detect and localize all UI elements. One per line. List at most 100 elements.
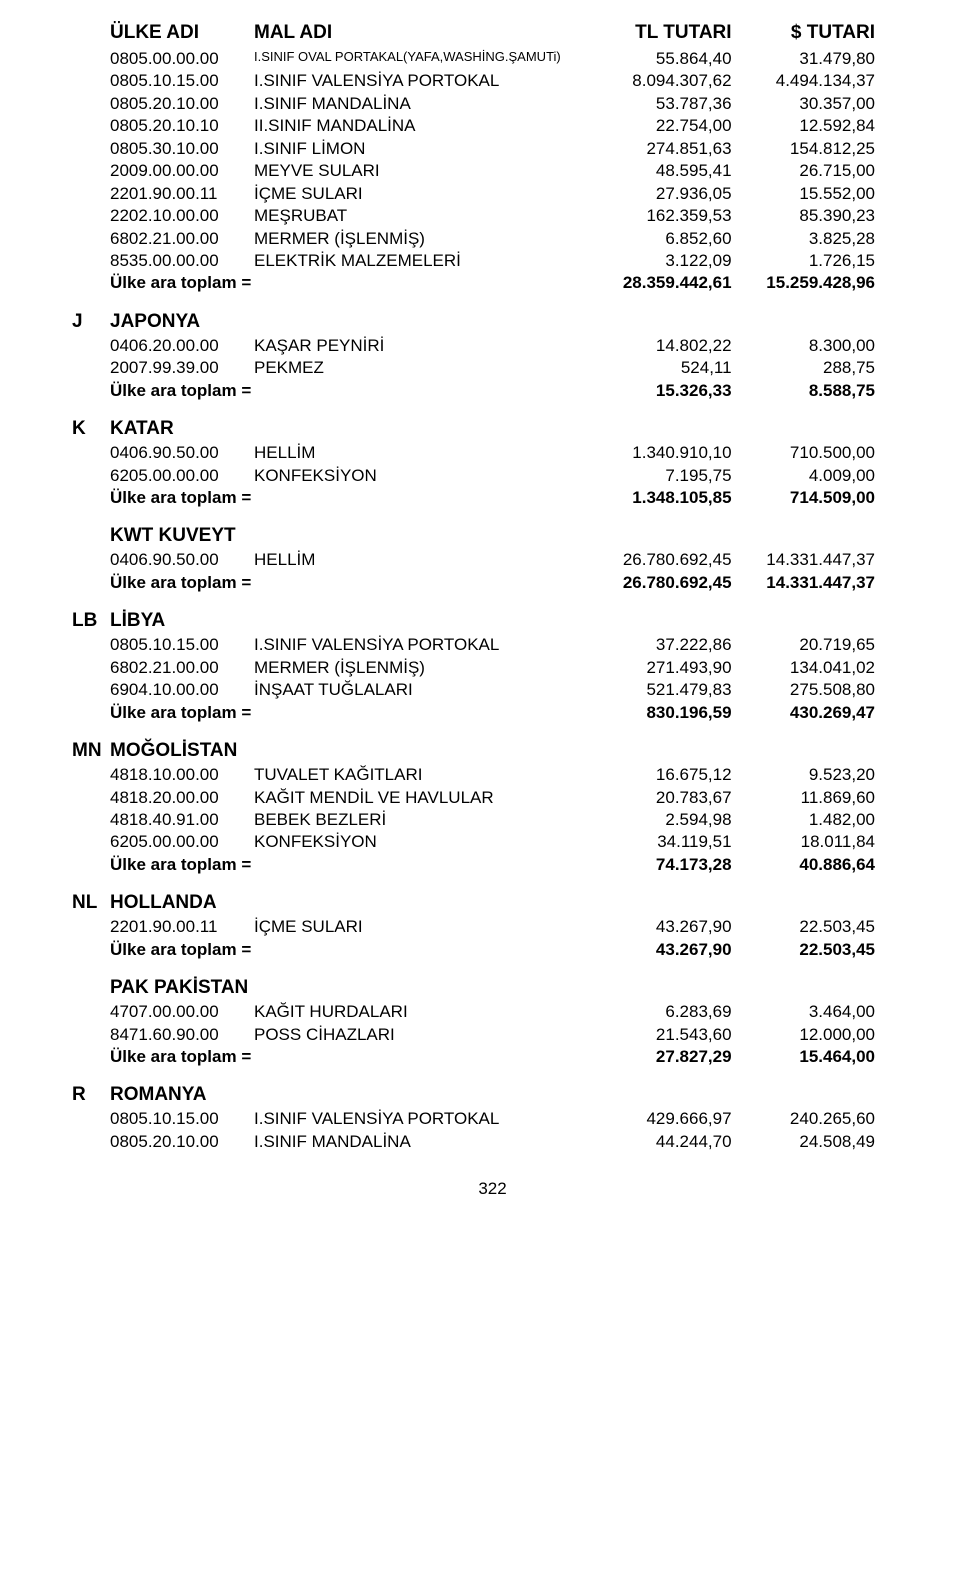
data-row: 8471.60.90.00POSS CİHAZLARI21.543,6012.0… bbox=[110, 1024, 875, 1046]
tl-value: 6.283,69 bbox=[588, 1001, 731, 1023]
tl-value: 14.802,22 bbox=[588, 335, 731, 357]
tl-value: 524,11 bbox=[588, 357, 731, 379]
usd-value: 4.494.134,37 bbox=[732, 70, 875, 92]
item-desc: II.SINIF MANDALİNA bbox=[254, 115, 588, 137]
data-row: 2201.90.00.11İÇME SULARI43.267,9022.503,… bbox=[110, 916, 875, 938]
usd-value: 3.464,00 bbox=[732, 1001, 875, 1023]
subtotal-tl: 27.827,29 bbox=[588, 1046, 731, 1068]
usd-value: 710.500,00 bbox=[732, 442, 875, 464]
item-desc: I.SINIF VALENSİYA PORTOKAL bbox=[254, 634, 588, 656]
subtotal-usd: 714.509,00 bbox=[732, 487, 875, 509]
subtotal-row: Ülke ara toplam =43.267,9022.503,45 bbox=[110, 939, 875, 961]
usd-value: 9.523,20 bbox=[732, 764, 875, 786]
data-row: 4818.10.00.00TUVALET KAĞITLARI16.675,129… bbox=[110, 764, 875, 786]
item-code: 6205.00.00.00 bbox=[110, 831, 254, 853]
data-row: 6205.00.00.00KONFEKSİYON7.195,754.009,00 bbox=[110, 465, 875, 487]
usd-value: 14.331.447,37 bbox=[732, 549, 875, 571]
tl-value: 7.195,75 bbox=[588, 465, 731, 487]
usd-value: 31.479,80 bbox=[732, 48, 875, 70]
subtotal-row: Ülke ara toplam =830.196,59430.269,47 bbox=[110, 702, 875, 724]
data-row: 0805.00.00.00I.SINIF OVAL PORTAKAL(YAFA,… bbox=[110, 48, 875, 70]
tl-value: 21.543,60 bbox=[588, 1024, 731, 1046]
item-code: 4818.10.00.00 bbox=[110, 764, 254, 786]
item-desc: MEYVE SULARI bbox=[254, 160, 588, 182]
data-row: 0406.90.50.00HELLİM26.780.692,4514.331.4… bbox=[110, 549, 875, 571]
tl-value: 43.267,90 bbox=[588, 916, 731, 938]
usd-value: 85.390,23 bbox=[732, 205, 875, 227]
tl-value: 34.119,51 bbox=[588, 831, 731, 853]
subtotal-usd: 22.503,45 bbox=[732, 939, 875, 961]
section-letter: MN bbox=[72, 740, 110, 762]
section-title-row: LBLİBYA bbox=[110, 610, 875, 632]
item-desc: POSS CİHAZLARI bbox=[254, 1024, 588, 1046]
subtotal-row: Ülke ara toplam =26.780.692,4514.331.447… bbox=[110, 572, 875, 594]
data-row: 6802.21.00.00MERMER (İŞLENMİŞ)6.852,603.… bbox=[110, 228, 875, 250]
usd-value: 288,75 bbox=[732, 357, 875, 379]
tl-value: 26.780.692,45 bbox=[588, 549, 731, 571]
country-section: NLHOLLANDA2201.90.00.11İÇME SULARI43.267… bbox=[110, 892, 875, 961]
section-letter: J bbox=[72, 311, 110, 333]
item-code: 0406.90.50.00 bbox=[110, 549, 254, 571]
data-row: 8535.00.00.00ELEKTRİK MALZEMELERİ3.122,0… bbox=[110, 250, 875, 272]
item-desc: KONFEKSİYON bbox=[254, 831, 588, 853]
tl-value: 274.851,63 bbox=[588, 138, 731, 160]
data-row: 4707.00.00.00KAĞIT HURDALARI6.283,693.46… bbox=[110, 1001, 875, 1023]
usd-value: 11.869,60 bbox=[732, 787, 875, 809]
item-code: 2202.10.00.00 bbox=[110, 205, 254, 227]
country-section: MNMOĞOLİSTAN4818.10.00.00TUVALET KAĞITLA… bbox=[110, 740, 875, 876]
subtotal-usd: 15.259.428,96 bbox=[732, 272, 875, 294]
subtotal-usd: 14.331.447,37 bbox=[732, 572, 875, 594]
item-code: 6802.21.00.00 bbox=[110, 228, 254, 250]
tl-value: 271.493,90 bbox=[588, 657, 731, 679]
usd-value: 20.719,65 bbox=[732, 634, 875, 656]
item-code: 4707.00.00.00 bbox=[110, 1001, 254, 1023]
header-ulke: ÜLKE ADI bbox=[110, 22, 254, 44]
usd-value: 1.726,15 bbox=[732, 250, 875, 272]
subtotal-tl: 830.196,59 bbox=[588, 702, 731, 724]
tl-value: 20.783,67 bbox=[588, 787, 731, 809]
data-row: 6205.00.00.00KONFEKSİYON34.119,5118.011,… bbox=[110, 831, 875, 853]
section-title: HOLLANDA bbox=[110, 892, 217, 914]
section-title-row: KWT KUVEYT bbox=[110, 525, 875, 547]
tl-value: 2.594,98 bbox=[588, 809, 731, 831]
data-row: 4818.40.91.00BEBEK BEZLERİ2.594,981.482,… bbox=[110, 809, 875, 831]
data-row: 2007.99.39.00PEKMEZ524,11288,75 bbox=[110, 357, 875, 379]
subtotal-tl: 15.326,33 bbox=[588, 380, 731, 402]
item-desc: PEKMEZ bbox=[254, 357, 588, 379]
usd-value: 154.812,25 bbox=[732, 138, 875, 160]
section-title-row: KKATAR bbox=[110, 418, 875, 440]
usd-value: 12.000,00 bbox=[732, 1024, 875, 1046]
country-section: KKATAR0406.90.50.00HELLİM1.340.910,10710… bbox=[110, 418, 875, 509]
tl-value: 429.666,97 bbox=[588, 1108, 731, 1130]
item-desc: MERMER (İŞLENMİŞ) bbox=[254, 228, 588, 250]
usd-value: 275.508,80 bbox=[732, 679, 875, 701]
data-row: 6802.21.00.00MERMER (İŞLENMİŞ)271.493,90… bbox=[110, 657, 875, 679]
section-letter: R bbox=[72, 1084, 110, 1106]
item-code: 8471.60.90.00 bbox=[110, 1024, 254, 1046]
tl-value: 6.852,60 bbox=[588, 228, 731, 250]
item-desc: KAĞIT HURDALARI bbox=[254, 1001, 588, 1023]
header-mal: MAL ADI bbox=[254, 22, 588, 44]
subtotal-label: Ülke ara toplam = bbox=[110, 702, 251, 724]
tl-value: 22.754,00 bbox=[588, 115, 731, 137]
item-desc: I.SINIF VALENSİYA PORTOKAL bbox=[254, 70, 588, 92]
data-row: 0805.20.10.00I.SINIF MANDALİNA53.787,363… bbox=[110, 93, 875, 115]
usd-value: 134.041,02 bbox=[732, 657, 875, 679]
subtotal-tl: 26.780.692,45 bbox=[588, 572, 731, 594]
item-code: 0805.10.15.00 bbox=[110, 1108, 254, 1130]
item-code: 6904.10.00.00 bbox=[110, 679, 254, 701]
section-title: KATAR bbox=[110, 418, 174, 440]
usd-value: 18.011,84 bbox=[732, 831, 875, 853]
section-letter: NL bbox=[72, 892, 110, 914]
section-title: MOĞOLİSTAN bbox=[110, 740, 237, 762]
item-desc: TUVALET KAĞITLARI bbox=[254, 764, 588, 786]
item-code: 0805.00.00.00 bbox=[110, 48, 254, 70]
item-desc: MEŞRUBAT bbox=[254, 205, 588, 227]
item-code: 0805.10.15.00 bbox=[110, 634, 254, 656]
subtotal-tl: 74.173,28 bbox=[588, 854, 731, 876]
section-title: JAPONYA bbox=[110, 311, 200, 333]
usd-value: 8.300,00 bbox=[732, 335, 875, 357]
usd-value: 1.482,00 bbox=[732, 809, 875, 831]
item-desc: I.SINIF MANDALİNA bbox=[254, 1131, 588, 1153]
data-row: 6904.10.00.00İNŞAAT TUĞLALARI521.479,832… bbox=[110, 679, 875, 701]
